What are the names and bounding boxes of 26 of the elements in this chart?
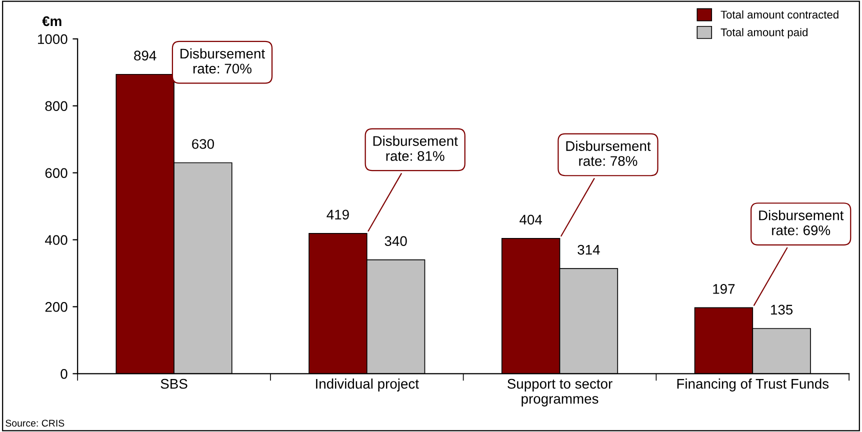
y-tick-label: 400 — [45, 235, 68, 245]
legend-label: Total amount contracted — [720, 10, 838, 19]
data-label: 404 — [520, 214, 542, 225]
data-label: 894 — [134, 50, 156, 61]
y-tick-label: 200 — [45, 302, 68, 312]
x-tick-label: Financing of Trust Funds — [677, 378, 829, 392]
y-tick-label: 0 — [60, 369, 68, 379]
x-tick-label: Individual project — [316, 378, 419, 392]
annotation: Disbursement rate: 78% — [566, 140, 651, 166]
legend-label: Total amount paid — [720, 28, 808, 38]
annotation: Disbursement rate: 70% — [180, 48, 265, 74]
y-axis-title: €m — [42, 16, 62, 26]
source-note: Source: CRIS — [6, 420, 64, 427]
data-label: 197 — [713, 284, 735, 294]
data-label: 419 — [326, 210, 349, 220]
data-label: 135 — [771, 304, 793, 315]
data-label: 630 — [192, 139, 214, 149]
x-tick-label: Support to sector programmes — [508, 378, 612, 406]
annotation: Disbursement rate: 69% — [759, 210, 844, 236]
y-tick-label: 1000 — [38, 34, 68, 44]
y-tick-label: 800 — [45, 101, 68, 112]
y-tick-label: 600 — [45, 168, 68, 178]
data-label: 314 — [578, 244, 600, 255]
annotation: Disbursement rate: 81% — [373, 136, 458, 161]
data-label: 340 — [384, 236, 407, 246]
x-tick-label: SBS — [160, 378, 188, 389]
